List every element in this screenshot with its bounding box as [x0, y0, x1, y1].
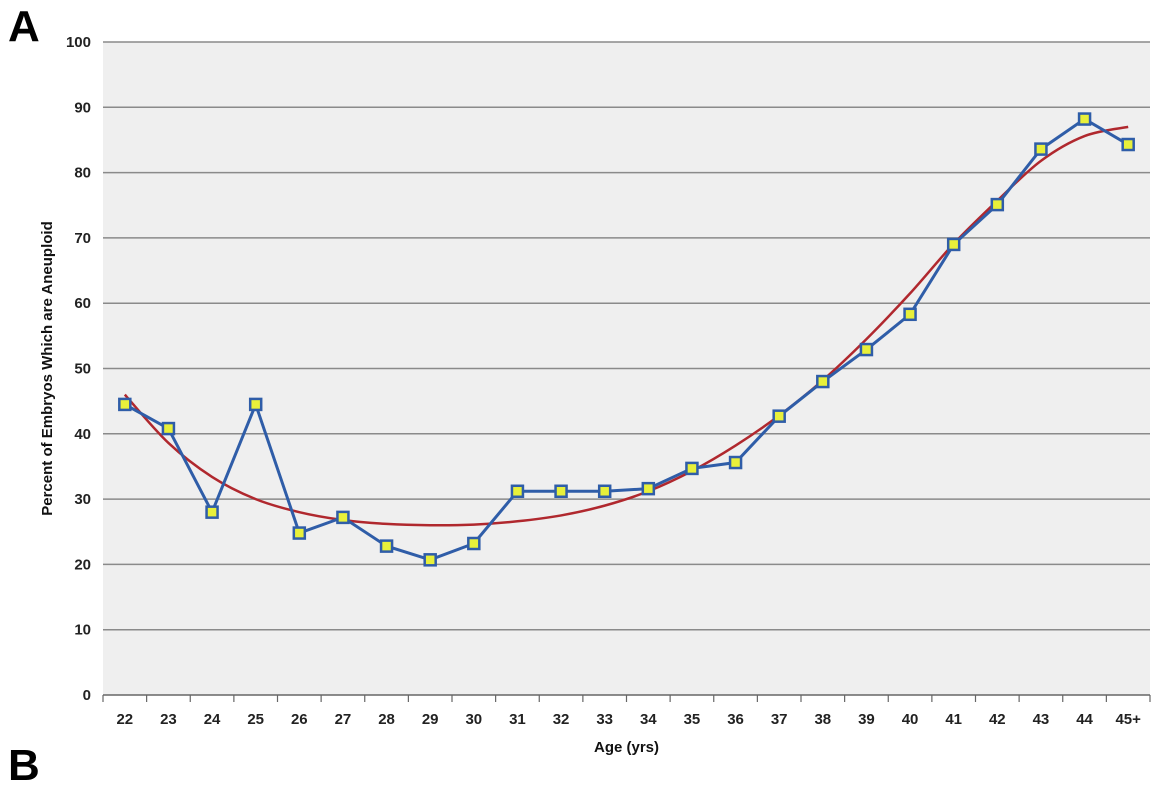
x-tick-label: 29	[422, 711, 439, 728]
y-tick-label: 0	[83, 687, 91, 704]
y-tick-label: 10	[74, 622, 91, 639]
x-tick-label: 37	[771, 711, 788, 728]
data-point	[336, 510, 350, 525]
data-point	[859, 342, 874, 357]
y-tick-label: 50	[74, 361, 91, 378]
data-point	[467, 536, 481, 551]
x-tick-label: 33	[596, 711, 613, 728]
data-point	[597, 484, 612, 499]
y-tick-label: 90	[74, 99, 91, 116]
x-tick-label: 42	[989, 711, 1006, 728]
next-panel-label: B	[8, 741, 40, 790]
data-point	[510, 484, 525, 499]
x-tick-label: 39	[858, 711, 875, 728]
x-tick-label: 40	[902, 711, 919, 728]
x-tick-label: 24	[204, 711, 221, 728]
x-tick-label: 41	[945, 711, 962, 728]
data-point	[423, 553, 437, 567]
data-point	[161, 421, 176, 436]
panel-label: A	[8, 2, 40, 51]
x-axis-ticks	[102, 695, 1151, 702]
x-tick-label: 22	[116, 711, 133, 728]
data-point	[554, 484, 568, 499]
x-tick-label: 34	[640, 711, 657, 728]
x-tick-label: 27	[335, 711, 352, 728]
x-tick-labels: 22 23 24 25 26 27 28 29 30 31 32 33 34 35 36 37 38 39 40 41…	[116, 711, 1141, 728]
x-tick-label: 31	[509, 711, 526, 728]
data-point	[118, 397, 132, 412]
data-point	[205, 505, 219, 519]
line-chart: 0 10 20 30 40 50 60 70 80 90 100 22 23 24 25 26 27 28 29 3…	[39, 34, 1151, 756]
x-tick-label: 30	[465, 711, 482, 728]
data-point	[728, 455, 743, 470]
data-point	[946, 237, 961, 252]
y-tick-label: 30	[74, 491, 91, 508]
y-tick-label: 100	[66, 34, 91, 51]
y-axis-title: Percent of Embryos Which are Aneuploid	[39, 221, 56, 516]
data-point	[1077, 112, 1092, 126]
x-tick-label: 43	[1033, 711, 1050, 728]
x-axis-title: Age (yrs)	[594, 739, 659, 756]
y-tick-labels: 0 10 20 30 40 50 60 70 80 90 100	[66, 34, 91, 704]
data-point	[685, 461, 699, 476]
data-point	[1034, 142, 1048, 156]
data-point	[1121, 137, 1135, 152]
x-tick-label: 44	[1076, 711, 1093, 728]
data-point	[292, 526, 307, 540]
x-tick-label: 28	[378, 711, 395, 728]
x-tick-label: 32	[553, 711, 570, 728]
x-tick-label: 25	[247, 711, 264, 728]
x-tick-label: 26	[291, 711, 308, 728]
x-tick-label: 36	[727, 711, 744, 728]
y-tick-label: 60	[74, 295, 91, 312]
data-point	[772, 409, 786, 423]
data-point	[903, 307, 917, 322]
x-tick-label: 35	[684, 711, 701, 728]
data-point	[816, 374, 830, 389]
data-point	[990, 197, 1005, 212]
data-point	[641, 481, 656, 496]
series-line	[124, 117, 1129, 562]
x-tick-label: 38	[814, 711, 831, 728]
data-point	[379, 539, 394, 553]
y-tick-label: 80	[74, 165, 91, 182]
y-tick-label: 70	[74, 230, 91, 247]
x-tick-label: 23	[160, 711, 177, 728]
x-tick-label: 45+	[1115, 711, 1141, 728]
y-tick-label: 40	[74, 426, 91, 443]
series-markers	[118, 112, 1135, 567]
y-tick-label: 20	[74, 556, 91, 573]
data-point	[248, 397, 263, 412]
